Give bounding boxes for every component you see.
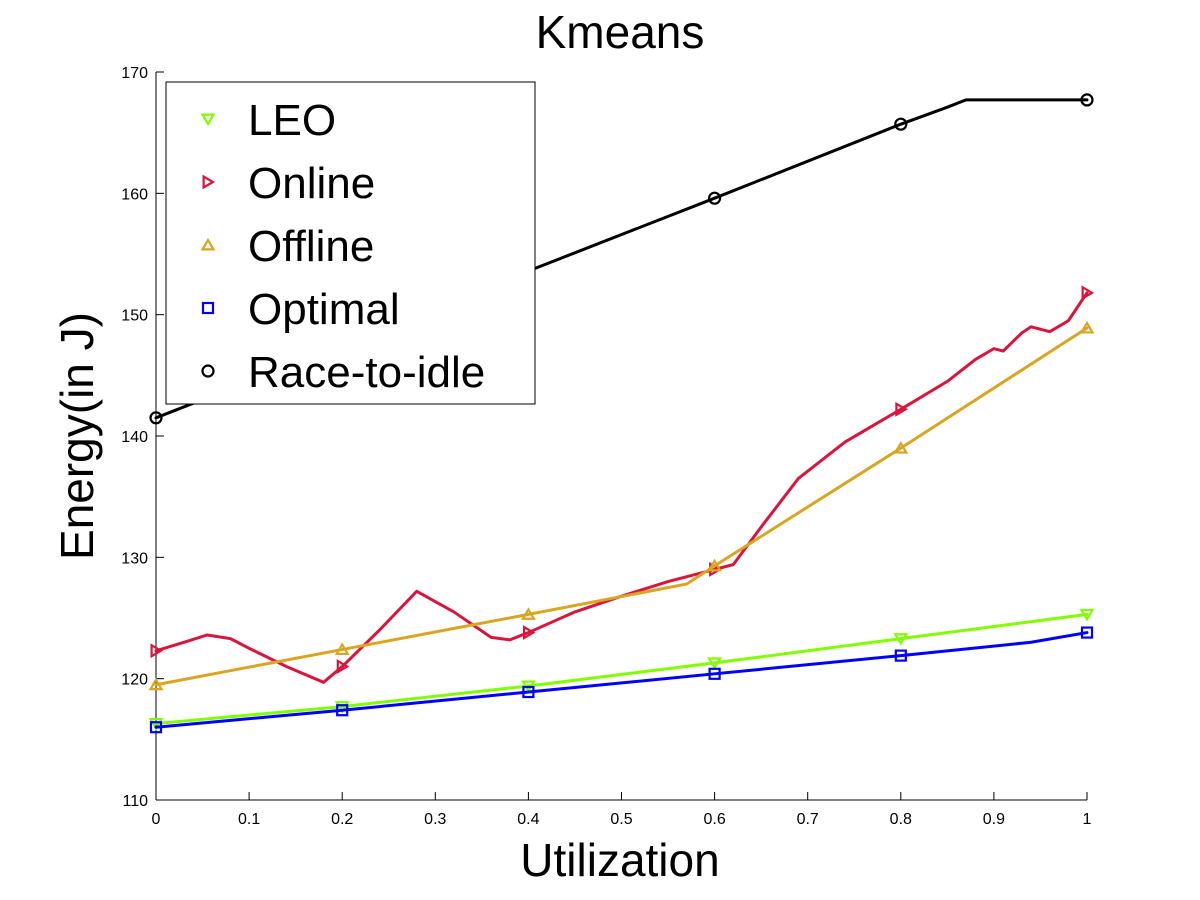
- series-offline: [148, 320, 1095, 691]
- data-point-offline: [1079, 320, 1095, 334]
- data-point-online: [1081, 285, 1095, 301]
- y-tick-label: 110: [122, 793, 148, 810]
- data-point-offline: [334, 642, 350, 656]
- series-layer: [148, 93, 1095, 734]
- data-point-optimal: [522, 685, 535, 699]
- chart-title: Kmeans: [536, 6, 705, 58]
- data-point-offline: [707, 558, 723, 572]
- y-axis-label: Energy(in J): [51, 312, 103, 560]
- legend-box: [165, 81, 536, 405]
- data-point-optimal: [1080, 626, 1094, 639]
- y-tick-label: 130: [121, 550, 148, 567]
- y-tick-label: 150: [121, 308, 148, 325]
- y-tick-label: 140: [121, 429, 148, 446]
- legend-marker-race-to-idle: [201, 364, 215, 378]
- x-tick-label: 0.1: [238, 811, 260, 828]
- axes: 0 0.1 0.2 0.3 0.4 0.5 0.6 0.7 0.8 0.9 1 110 120 130 14…: [121, 65, 1091, 828]
- x-tick-label: 0.9: [983, 811, 1005, 828]
- legend-label-leo: LEO: [248, 96, 336, 145]
- data-point-leo: [707, 657, 723, 671]
- series-line-offline: [154, 326, 1089, 687]
- y-tick-label: 170: [121, 65, 148, 82]
- x-tick-label: 0.6: [703, 811, 725, 828]
- data-point-offline: [148, 677, 164, 691]
- data-point-offline: [893, 441, 909, 454]
- x-tick-label: 0: [152, 811, 161, 828]
- data-point-leo: [334, 701, 350, 714]
- series-optimal: [149, 626, 1094, 734]
- x-tick-label: 0.7: [797, 811, 819, 828]
- x-tick-label: 0.3: [424, 811, 446, 828]
- data-point-online: [895, 401, 908, 417]
- data-point-leo: [893, 633, 909, 646]
- series-line-online: [154, 291, 1089, 684]
- series-line-optimal: [154, 631, 1089, 729]
- data-point-leo: [148, 718, 164, 731]
- legend: LEO Online Offline Optimal Race-to-idle: [165, 81, 536, 405]
- data-point-race-to-idle: [707, 191, 722, 205]
- legend-marker-leo: [200, 113, 216, 127]
- legend-marker-optimal: [201, 301, 215, 315]
- data-point-online: [522, 625, 536, 640]
- series-online: [150, 285, 1095, 684]
- x-tick-label: 0.5: [610, 811, 632, 828]
- data-point-optimal: [894, 649, 907, 662]
- legend-marker-online: [202, 174, 216, 190]
- x-axis-label: Utilization: [520, 834, 719, 886]
- x-tick-label: 0.4: [517, 811, 539, 828]
- y-tick-label: 120: [121, 672, 148, 689]
- data-point-race-to-idle: [1080, 93, 1094, 107]
- legend-label-offline: Offline: [248, 222, 374, 271]
- x-tick-label: 0.8: [890, 811, 912, 828]
- data-point-offline: [520, 607, 536, 620]
- data-point-online: [336, 659, 350, 674]
- series-line-leo: [154, 612, 1089, 726]
- x-tick-label: 1: [1083, 811, 1092, 828]
- legend-label-race-to-idle: Race-to-idle: [248, 348, 485, 397]
- data-point-optimal: [336, 704, 349, 717]
- data-point-optimal: [149, 721, 163, 734]
- data-point-race-to-idle: [149, 411, 163, 425]
- data-point-online: [150, 643, 164, 659]
- legend-marker-offline: [200, 237, 216, 251]
- legend-label-online: Online: [248, 159, 375, 208]
- legend-label-optimal: Optimal: [248, 285, 400, 334]
- data-point-race-to-idle: [894, 117, 908, 131]
- data-point-optimal: [708, 667, 721, 680]
- y-tick-label: 160: [121, 186, 148, 203]
- data-point-leo: [1079, 608, 1095, 622]
- x-tick-label: 0.2: [331, 811, 353, 828]
